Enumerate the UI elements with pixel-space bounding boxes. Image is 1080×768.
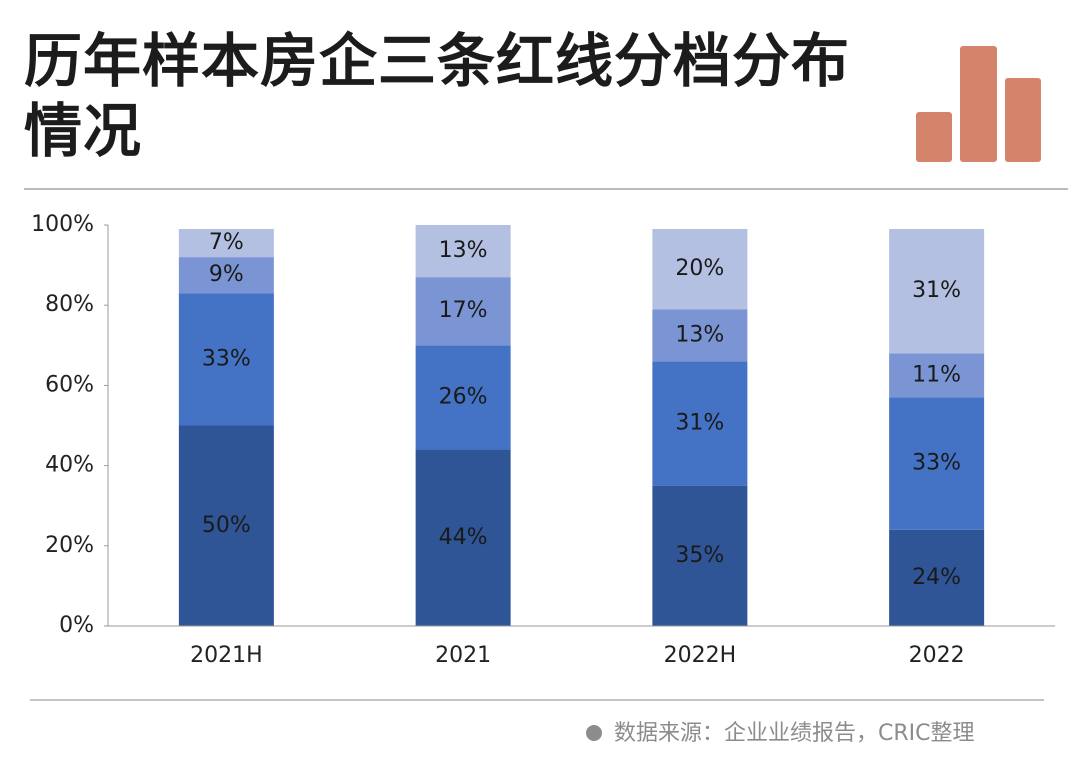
source: 数据来源：企业业绩报告，CRIC整理 [614,721,975,746]
source-dot [586,725,602,741]
y-tick-label: 100% [31,212,94,237]
bar-segment [889,229,985,354]
bar-segment [889,397,985,530]
bar-segment [178,425,274,626]
bar-segment [415,277,511,346]
data-label: 20% [675,256,724,281]
y-tick-label: 20% [45,533,94,558]
bar-segment [415,225,511,278]
x-tick-label: 2021H [190,643,263,668]
data-label: 31% [912,278,961,303]
x-tick-label: 2022H [664,643,737,668]
data-label: 31% [675,410,724,435]
bar-segment [178,293,274,426]
data-label: 13% [675,322,724,347]
data-label: 50% [202,513,251,538]
data-label: 11% [912,362,961,387]
x-tick-label: 2021 [435,643,491,668]
bar-segment [178,229,274,258]
data-label: 35% [675,543,724,568]
bar-segment [889,353,985,398]
bar-segment [415,449,511,626]
data-label: 9% [209,262,244,287]
data-label: 26% [439,384,488,409]
bar-segment [178,257,274,294]
data-label: 33% [202,346,251,371]
y-tick-label: 80% [45,292,94,317]
bar-segment [889,529,985,626]
data-label: 7% [209,230,244,255]
bar-segment [652,361,748,486]
y-tick-label: 0% [59,613,94,638]
x-tick-label: 2022 [909,643,965,668]
y-tick-label: 60% [45,372,94,397]
bar-segment [652,229,748,310]
y-tick-label: 40% [45,453,94,478]
data-label: 44% [439,525,488,550]
data-label: 13% [439,238,488,263]
chart-title: 历年样本房企三条红线分档分布情况 [24,27,851,165]
data-label: 17% [439,298,488,323]
data-label: 33% [912,451,961,476]
logo-icon [916,46,1041,162]
bar-segment [652,309,748,362]
data-label: 24% [912,565,961,590]
bar-segment [415,345,511,450]
bar-segment [652,485,748,626]
